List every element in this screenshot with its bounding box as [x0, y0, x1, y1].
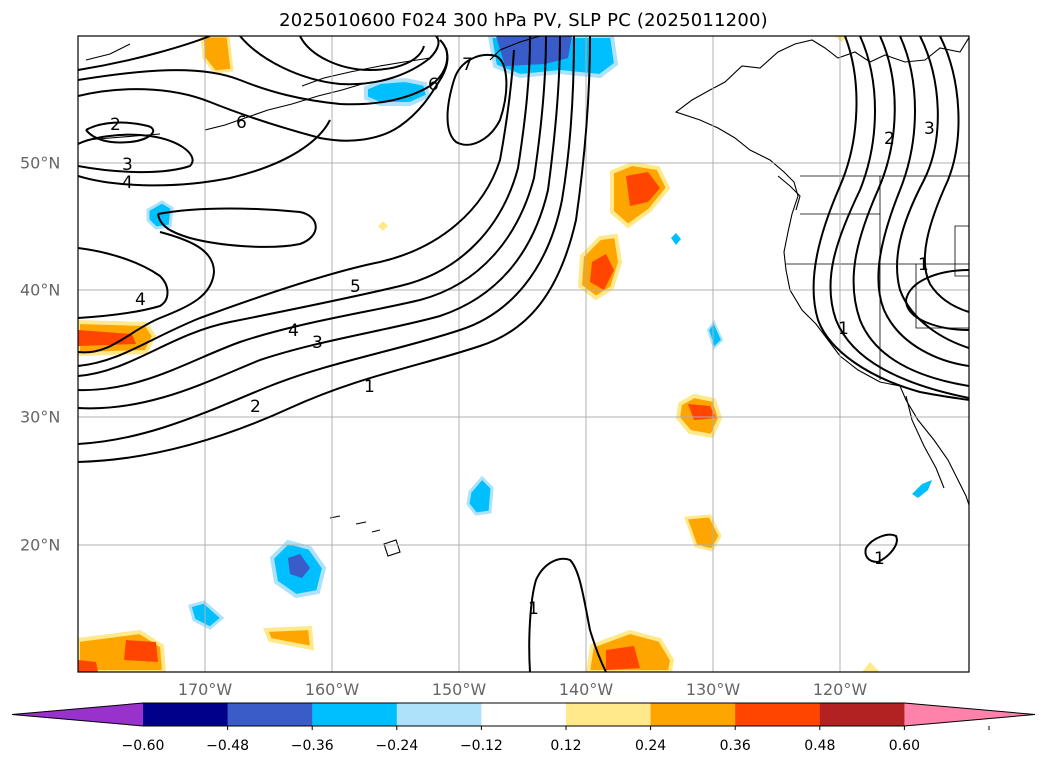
contour-label: 3	[924, 119, 935, 139]
contour-label: 3	[122, 155, 133, 175]
map-area: 2 3 4 4 4 3 5 2 1 1 1 1 2 3 1 6 7 6	[78, 36, 969, 672]
colorbar-segment	[396, 703, 482, 726]
lon-label: 130°W	[685, 680, 741, 699]
colorbar-tick-label: −0.48	[206, 738, 250, 754]
colorbar-tick-label: −0.36	[290, 738, 334, 754]
contour-label: 1	[918, 255, 929, 275]
lat-label: 50°N	[20, 153, 61, 173]
colorbar-tick-label: 0.12	[550, 738, 582, 754]
colorbar-segment	[735, 703, 821, 726]
colorbar-tick-label: −0.12	[459, 738, 503, 754]
colorbar-extend-min	[12, 703, 143, 726]
colorbar-segment	[143, 703, 229, 726]
contour-label: 1	[364, 377, 375, 397]
contour-label: 6	[236, 113, 247, 133]
contour-labels: 2 3 4 4 4 3 5 2 1 1 1 1 2 3 1 6 7 6	[110, 55, 935, 619]
contour-label: 6	[428, 75, 439, 95]
colorbar-segment	[650, 703, 736, 726]
contour-label: 5	[350, 277, 361, 297]
colorbar-segment	[566, 703, 652, 726]
chart-title: 2025010600 F024 300 hPa PV, SLP PC (2025…	[279, 10, 768, 31]
contour-label: 1	[528, 599, 539, 619]
colorbar-tick-label: 0.48	[804, 738, 836, 754]
contour-label: 7	[462, 55, 473, 75]
colorbar-segment	[819, 703, 905, 726]
contour-label: 3	[312, 333, 323, 353]
slp-contours	[78, 36, 969, 672]
contour-label: 1	[874, 549, 885, 569]
lat-label: 20°N	[20, 535, 61, 555]
colorbar-extend-max	[904, 703, 1035, 726]
colorbar-tick-label: 0.36	[719, 738, 751, 754]
colorbar-segment	[227, 703, 313, 726]
contour-label: 4	[122, 173, 133, 193]
colorbar-segment	[312, 703, 398, 726]
contour-label: 2	[250, 397, 261, 417]
contour-label: 1	[838, 319, 849, 339]
colorbar-outline	[11, 702, 1036, 727]
lon-label: 120°W	[812, 680, 868, 699]
colorbar-tick-label: 0.60	[888, 738, 920, 754]
colorbar-tick-label: −0.24	[375, 738, 419, 754]
lat-label: 40°N	[20, 280, 61, 300]
contour-label: 4	[135, 290, 146, 310]
contour-label: 2	[884, 129, 895, 149]
colorbar	[11, 702, 1036, 730]
contour-label: 4	[288, 321, 299, 341]
colorbar-segment	[481, 703, 567, 726]
lon-label: 140°W	[558, 680, 614, 699]
colorbar-tick-label: −0.60	[121, 738, 165, 754]
contour-label: 2	[110, 115, 121, 135]
lat-label: 30°N	[20, 407, 61, 427]
lon-label: 170°W	[177, 680, 233, 699]
map-border	[77, 35, 970, 673]
lon-label: 150°W	[431, 680, 487, 699]
lon-label: 160°W	[304, 680, 360, 699]
colorbar-tick-label: 0.24	[635, 738, 667, 754]
pv-shading	[78, 36, 932, 672]
